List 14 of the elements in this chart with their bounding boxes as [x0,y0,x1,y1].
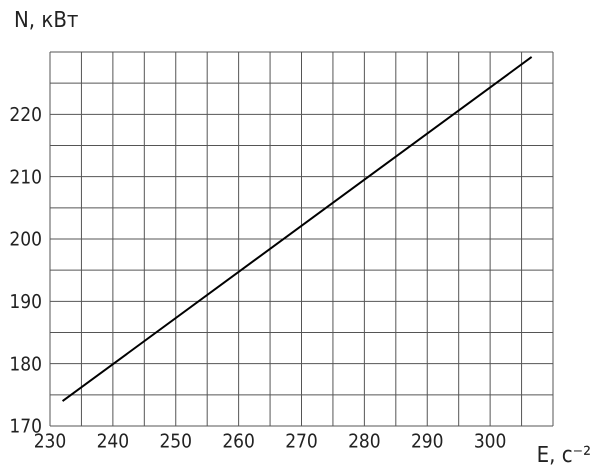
x-tick-label: 300 [474,430,506,452]
y-tick-label: 180 [9,353,42,376]
x-tick-label: 290 [410,430,444,452]
x-tick-label: 240 [96,430,130,452]
y-axis-title: N, кВт [14,8,78,33]
y-tick-label: 220 [9,104,42,126]
y-tick-label: 190 [9,291,42,314]
x-tick-label: 260 [222,430,255,452]
x-axis-title: E, с⁻² [536,443,591,468]
y-tick-label: 200 [9,228,42,251]
x-tick-label: 280 [348,430,381,452]
y-tick-label: 210 [9,166,42,188]
x-tick-label: 250 [159,430,192,452]
x-tick-label: 270 [285,430,318,452]
